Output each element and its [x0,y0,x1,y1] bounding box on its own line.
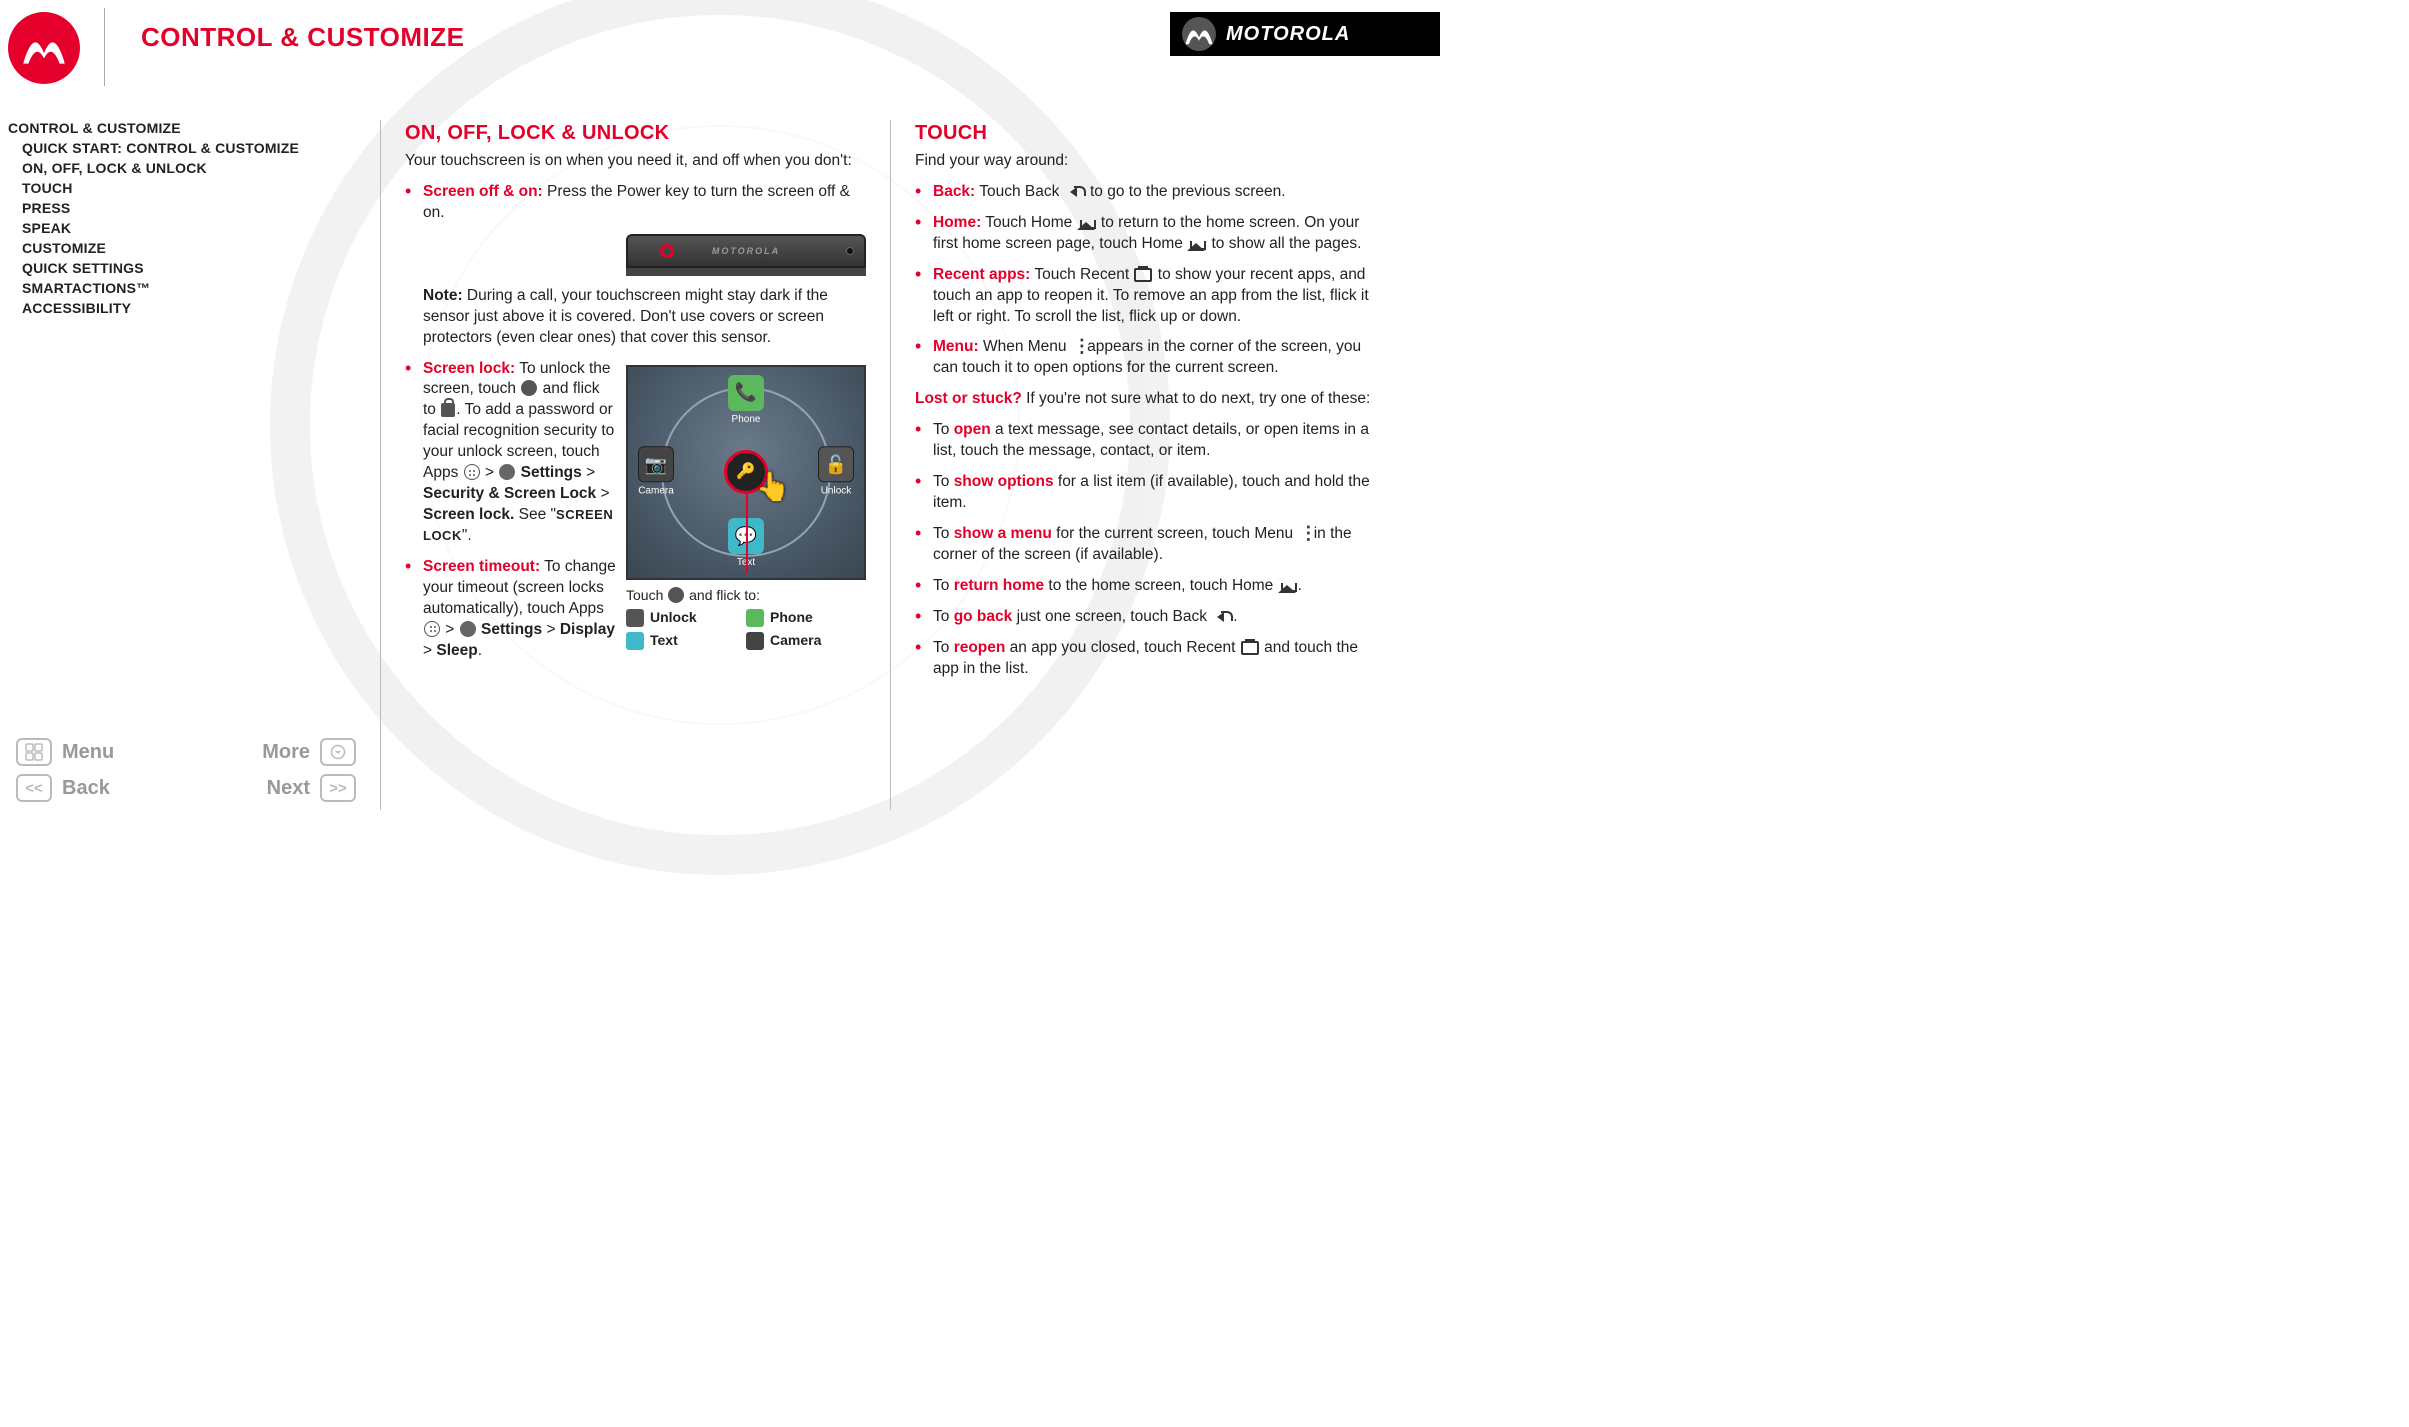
column-on-off-lock: ON, OFF, LOCK & UNLOCK Your touchscreen … [380,120,890,810]
page-nav-controls: Menu More << Back Next [16,738,356,810]
menu-button-label[interactable]: Menu [62,741,114,764]
apps-icon [424,621,440,637]
bullet-lead: Screen lock: [423,360,515,377]
menu-dots-icon [1072,338,1082,354]
note-paragraph: Note: During a call, your touchscreen mi… [423,286,866,349]
note-label: Note: [423,287,463,304]
toc-nav: CONTROL & CUSTOMIZE QUICK START: CONTROL… [8,120,380,316]
page-title: CONTROL & CUSTOMIZE [141,22,464,53]
next-button-label[interactable]: Next [267,777,310,800]
tip-show-menu: To show a menu for the current screen, t… [915,524,1376,566]
gear-icon [499,464,515,480]
tip-go-back: To go back just one screen, touch Back . [915,607,1376,628]
tip-open: To open a text message, see contact deta… [915,420,1376,462]
back-icon [1212,608,1232,624]
bullet-home: Home: Touch Home to return to the home s… [915,213,1376,255]
back-button-icon[interactable]: << [16,774,52,802]
gear-icon [460,621,476,637]
nav-item[interactable]: SPEAK [22,220,380,236]
nav-top-item[interactable]: CONTROL & CUSTOMIZE [8,120,380,136]
back-icon [1065,183,1085,199]
bullet-lead: Screen timeout: [423,558,540,575]
brand-name: MOTOROLA [1226,23,1350,46]
section-heading: TOUCH [915,120,1376,147]
nav-item[interactable]: SMARTACTIONS™ [22,280,380,296]
bullet-recent: Recent apps: Touch Recent to show your r… [915,265,1376,328]
camera-dot-icon [846,247,854,255]
more-button-icon[interactable] [320,738,356,766]
bullet-screen-lock: Screen lock: To unlock the screen, touch… [405,359,866,547]
nav-item[interactable]: ON, OFF, LOCK & UNLOCK [22,160,380,176]
menu-dots-icon [1298,525,1308,541]
bullet-screen-off-on: Screen off & on: Press the Power key to … [405,182,866,224]
tip-return-home: To return home to the home screen, touch… [915,576,1376,597]
brand-bar: MOTOROLA [1170,12,1440,56]
home-icon [1279,577,1297,593]
motorola-logo-red [8,12,80,84]
bullet-screen-timeout: Screen timeout: To change your timeout (… [405,557,866,662]
header-divider [104,8,105,86]
column-touch: TOUCH Find your way around: Back: Touch … [890,120,1400,810]
sensor-highlight-icon [660,244,674,258]
next-button-icon[interactable]: >> [320,774,356,802]
lost-stuck-para: Lost or stuck? If you're not sure what t… [915,389,1376,410]
lock-icon [441,403,455,417]
recent-icon [1134,268,1152,282]
nav-item[interactable]: CUSTOMIZE [22,240,380,256]
section-heading: ON, OFF, LOCK & UNLOCK [405,120,866,147]
tip-show-options: To show options for a list item (if avai… [915,472,1376,514]
phone-brand-label: MOTOROLA [712,245,780,257]
bullet-back: Back: Touch Back to go to the previous s… [915,182,1376,203]
phone-top-illustration: MOTOROLA [626,234,866,276]
tip-reopen: To reopen an app you closed, touch Recen… [915,638,1376,680]
motorola-logo-icon [1182,17,1216,51]
apps-icon [464,464,480,480]
section-intro: Find your way around: [915,151,1376,172]
bullet-lead: Screen off & on: [423,183,543,200]
more-button-label[interactable]: More [262,741,310,764]
nav-item[interactable]: QUICK START: CONTROL & CUSTOMIZE [22,140,380,156]
nav-item[interactable]: ACCESSIBILITY [22,300,380,316]
home-icon [1078,214,1096,230]
section-intro: Your touchscreen is on when you need it,… [405,151,866,172]
top-header: CONTROL & CUSTOMIZE MOTOROLA [0,0,1440,90]
note-text: During a call, your touchscreen might st… [423,287,828,346]
menu-button-icon[interactable] [16,738,52,766]
bullet-menu: Menu: When Menu appears in the corner of… [915,337,1376,379]
back-button-label[interactable]: Back [62,777,110,800]
nav-item[interactable]: TOUCH [22,180,380,196]
recent-icon [1241,641,1259,655]
home-icon [1188,235,1206,251]
nav-item[interactable]: QUICK SETTINGS [22,260,380,276]
nav-item[interactable]: PRESS [22,200,380,216]
key-icon [521,380,537,396]
